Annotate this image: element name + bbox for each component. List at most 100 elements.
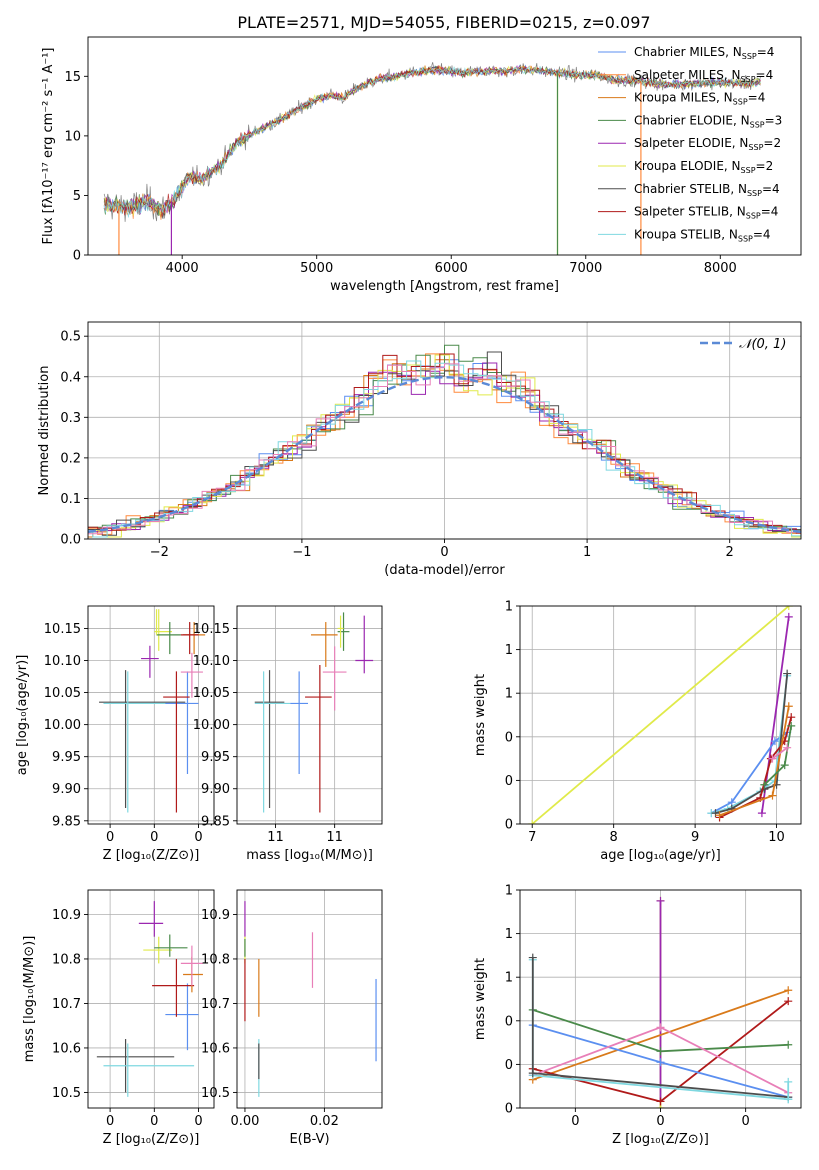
x-tick-label: 10 [768,830,785,845]
weight-marker [656,1058,665,1067]
y-tick-label: 1 [505,971,513,986]
y-tick-label: 0.3 [60,411,81,426]
errorbar-point-5 [310,622,338,667]
y-tick-label: 9.90 [52,782,81,797]
y-tick-label: 10.8 [52,952,81,967]
plot-area [96,901,203,1097]
y-tick-label: 10.15 [44,622,81,637]
histogram-9 [88,363,801,535]
legend-entry-7: Salpeter STELIB, NSSP=4 [634,205,778,221]
y-tick-label: 9.95 [201,750,230,765]
y-tick-label: 0.4 [60,370,81,385]
legend-entry-3: Chabrier ELODIE, NSSP=3 [634,113,782,129]
y-tick-label: 1 [505,687,513,702]
plot-area [103,62,761,255]
axis-ticks: 4000 5000 6000 7000 8000 0 5 10 15 [64,70,736,276]
y-tick-label: 0 [73,249,81,264]
legend-entry-2: Kroupa MILES, NSSP=4 [634,91,765,107]
x-tick-label: 0 [194,1114,202,1129]
errorbar-point-8 [141,645,159,678]
plot-weight_vs_Z: 0 0 0 0 0 0 1 1 1 Z [log₁₀(Z/Z⊙)] mass weight [473,884,802,1147]
x-axis-label: (data-model)/error [384,563,505,578]
axes-frame [236,889,383,1109]
errorbar-point-0 [99,670,186,808]
errorbar-point-4 [154,609,172,651]
plot-weight_vs_age: 7 8 9 10 0 0 0 1 1 1 age [log₁₀(age/yr)] mass weigh… [473,600,802,863]
y-tick-label: 1 [505,643,513,658]
x-tick-label: 0 [106,1114,114,1129]
legend-entry-8: Kroupa STELIB, NSSP=4 [634,227,771,243]
y-tick-label: 10.15 [193,622,230,637]
errorbar-point-3 [163,671,190,813]
axis-ticks: 7 8 9 10 0 0 0 1 1 1 [505,600,785,846]
weight-marker [528,820,537,824]
y-tick-label: 10.8 [201,952,230,967]
weight-marker [768,754,777,763]
x-tick-label: 1 [583,545,591,560]
errorbar-point-8 [355,615,374,674]
x-axis-label: wavelength [Angstrom, rest frame] [330,279,559,294]
axis-ticks: 11 11 9.85 9.90 9.95 10.00 10.05 10.10 10.15 [193,622,343,845]
axes-frame [519,605,802,825]
axis-ticks: 0 0 0 9.85 9.90 9.95 10.00 10.05 10.10 10.15 [44,622,203,845]
y-tick-label: 0.5 [60,330,81,345]
plot-area [244,901,377,1097]
y-tick-label: 10.00 [44,718,81,733]
y-tick-label: 9.90 [201,782,230,797]
y-tick-label: 0.2 [60,451,81,466]
legend-entry-6: Chabrier STELIB, NSSP=4 [634,182,780,198]
weight-series-3 [711,675,789,814]
errorbar-point-3 [305,664,332,813]
y-tick-label: 10.10 [193,654,230,669]
x-tick-label: 9 [691,830,699,845]
axis-ticks: 0 0 0 10.5 10.6 10.7 10.8 10.9 [52,908,203,1129]
axes-frame [519,889,802,1109]
axes-frame [87,321,802,540]
plot-area [528,896,793,1108]
axis-ticks: 0.00 0.02 10.5 10.6 10.7 10.8 10.9 [201,908,339,1129]
errorbar-point-1 [103,1043,195,1097]
gridlines [88,890,214,1108]
y-tick-label: 10.5 [52,1086,81,1101]
y-tick-label: 10.9 [52,908,81,923]
plot-age_vs_mass: 11 11 9.85 9.90 9.95 10.00 10.05 10.10 10.15 mass… [193,605,383,863]
weight-marker [656,896,665,905]
errorbar-point-7 [180,622,199,655]
x-tick-label: 2 [726,545,734,560]
weight-marker [528,1069,537,1078]
errorbar-point-5 [156,622,181,655]
weight-marker [757,809,766,818]
weight-marker [784,1077,793,1086]
x-tick-label: 0 [150,1114,158,1129]
x-tick-label: 6000 [435,261,468,276]
y-tick-label: 1 [505,927,513,942]
y-axis-label: age [log₁₀(age/yr)] [15,655,30,776]
errorbar-point-6 [143,936,172,964]
weight-marker [784,1040,793,1049]
y-tick-label: 0 [505,730,513,745]
axis-ticks: 0 0 0 0 0 0 1 1 1 [505,884,750,1130]
histogram-8 [88,360,801,538]
weight-marker [784,612,793,621]
y-tick-label: 10.5 [201,1086,230,1101]
weight-marker [783,743,792,752]
legend-entry-normal: 𝒩(0, 1) [739,337,786,352]
x-axis-label: Z [log₁₀(Z/Z⊙)] [612,1132,709,1147]
weight-marker [784,702,793,711]
weight-marker [768,791,777,800]
gridlines [88,606,214,824]
x-tick-label: 0 [194,830,202,845]
weight-marker [711,809,720,818]
y-tick-label: 15 [64,70,81,85]
weight-marker [656,1047,665,1056]
y-axis-label: Flux [fλ10⁻¹⁷ erg cm⁻² s⁻¹ A⁻¹] [41,48,56,245]
model-spectrum-8 [103,65,761,218]
x-tick-label: 8000 [704,261,737,276]
y-tick-label: 10.6 [52,1041,81,1056]
axis-ticks: −2 −1 0 1 2 0.0 0.1 0.2 0.3 0.4 0.5 [60,330,734,560]
y-tick-label: 10.10 [44,654,81,669]
x-tick-label: 0 [656,1114,664,1129]
weight-marker [787,713,796,722]
spectrum-legend: Chabrier MILES, NSSP=4 Salpeter MILES, NS… [598,45,782,243]
histogram-3 [88,344,801,538]
